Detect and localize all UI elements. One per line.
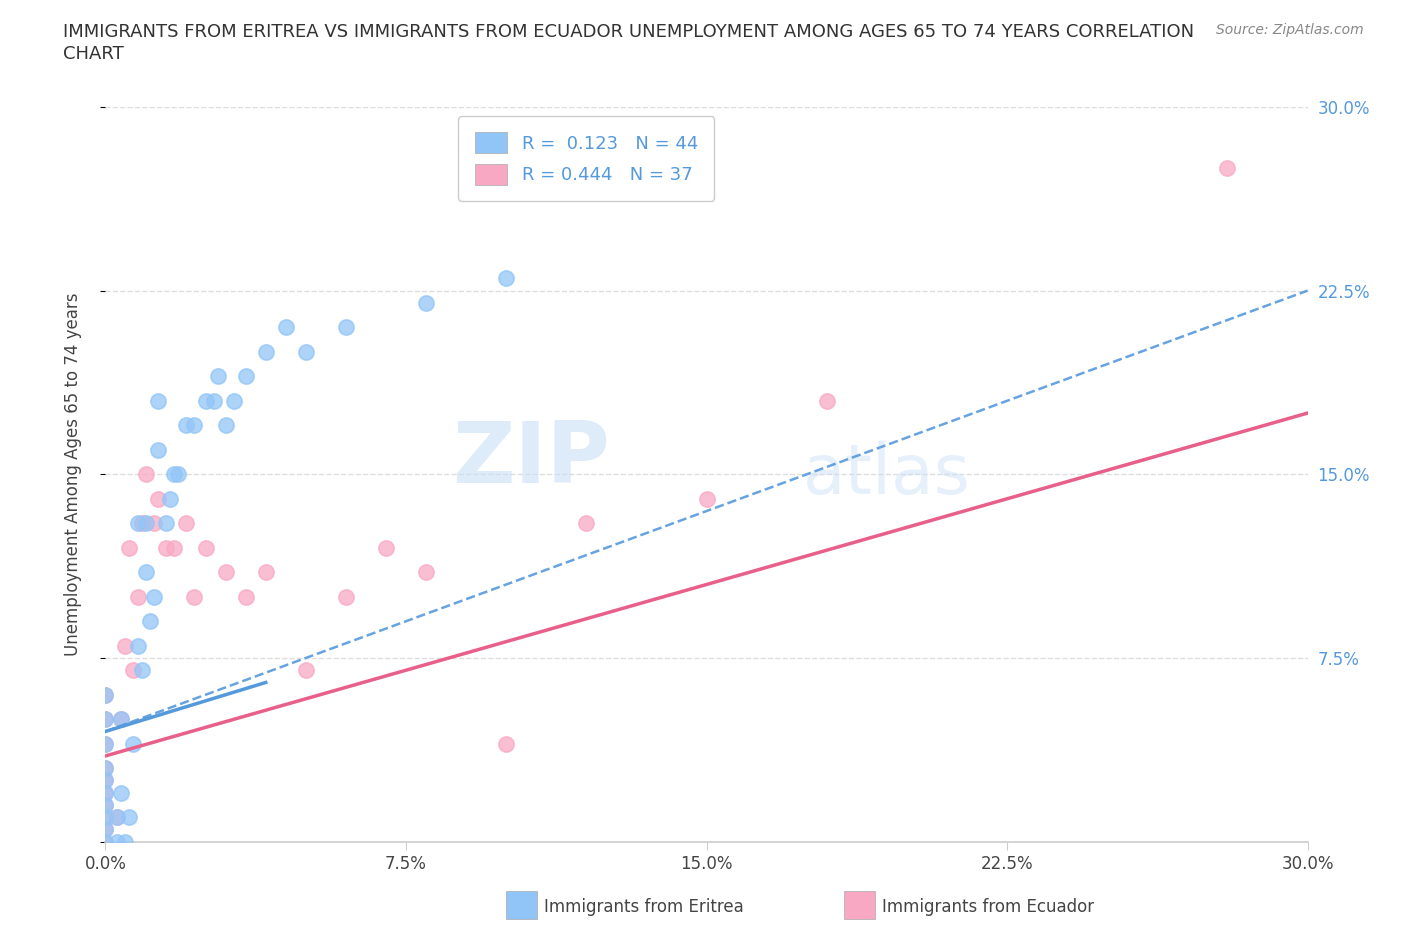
Point [155,516,177,531]
Text: Source: ZipAtlas.com: Source: ZipAtlas.com [1216,23,1364,37]
Text: ZIP: ZIP [453,418,610,501]
Point [94,822,117,837]
Point [415,296,437,311]
Point [114,834,136,849]
Point [214,418,236,432]
Point [162,540,184,555]
Point [174,516,197,531]
Point [174,418,197,432]
Point [194,393,217,408]
Y-axis label: Unemployment Among Ages 65 to 74 years: Unemployment Among Ages 65 to 74 years [63,293,82,656]
Point [1216,161,1239,176]
Point [122,737,145,751]
Point [135,565,157,579]
Point [94,834,117,849]
Point [94,785,117,800]
Point [131,663,153,678]
Point [94,687,117,702]
Point [94,810,117,825]
Point [131,516,153,531]
Text: CHART: CHART [63,45,124,62]
Point [162,467,184,482]
Point [495,737,517,751]
Point [94,761,117,776]
Point [118,810,141,825]
Point [202,393,225,408]
Point [110,711,132,726]
Point [335,590,357,604]
Point [146,491,169,506]
Point [94,737,117,751]
Point [415,565,437,579]
Point [94,687,117,702]
Point [107,834,129,849]
Point [110,785,132,800]
Point [146,393,169,408]
Point [94,810,117,825]
Text: Immigrants from Ecuador: Immigrants from Ecuador [882,897,1094,916]
Point [94,834,117,849]
Point [194,540,217,555]
Point [183,418,205,432]
Point [138,614,160,629]
Point [235,369,257,384]
Point [254,344,277,359]
Point [335,320,357,335]
Legend: R =  0.123   N = 44, R = 0.444   N = 37: R = 0.123 N = 44, R = 0.444 N = 37 [458,116,714,201]
Text: Immigrants from Eritrea: Immigrants from Eritrea [544,897,744,916]
Point [94,773,117,788]
Point [575,516,598,531]
Point [94,822,117,837]
Point [127,638,149,653]
Text: IMMIGRANTS FROM ERITREA VS IMMIGRANTS FROM ECUADOR UNEMPLOYMENT AMONG AGES 65 TO: IMMIGRANTS FROM ERITREA VS IMMIGRANTS FR… [63,23,1194,41]
Point [94,798,117,813]
Point [222,393,245,408]
Point [107,810,129,825]
Point [274,320,297,335]
Point [94,711,117,726]
Point [495,271,517,286]
Point [183,590,205,604]
Point [110,711,132,726]
Point [118,540,141,555]
Point [94,761,117,776]
Point [94,785,117,800]
Point [214,565,236,579]
Point [94,711,117,726]
Point [114,638,136,653]
Point [107,810,129,825]
Point [207,369,229,384]
Point [146,443,169,458]
Point [135,467,157,482]
Point [127,516,149,531]
Point [815,393,838,408]
Point [122,663,145,678]
Point [375,540,398,555]
Point [295,344,318,359]
Point [142,516,165,531]
Point [135,516,157,531]
Point [696,491,718,506]
Point [295,663,318,678]
Point [142,590,165,604]
Point [127,590,149,604]
Text: atlas: atlas [803,441,970,508]
Point [254,565,277,579]
Point [94,798,117,813]
Point [94,737,117,751]
Point [94,773,117,788]
Point [155,540,177,555]
Point [235,590,257,604]
Point [166,467,188,482]
Point [159,491,181,506]
